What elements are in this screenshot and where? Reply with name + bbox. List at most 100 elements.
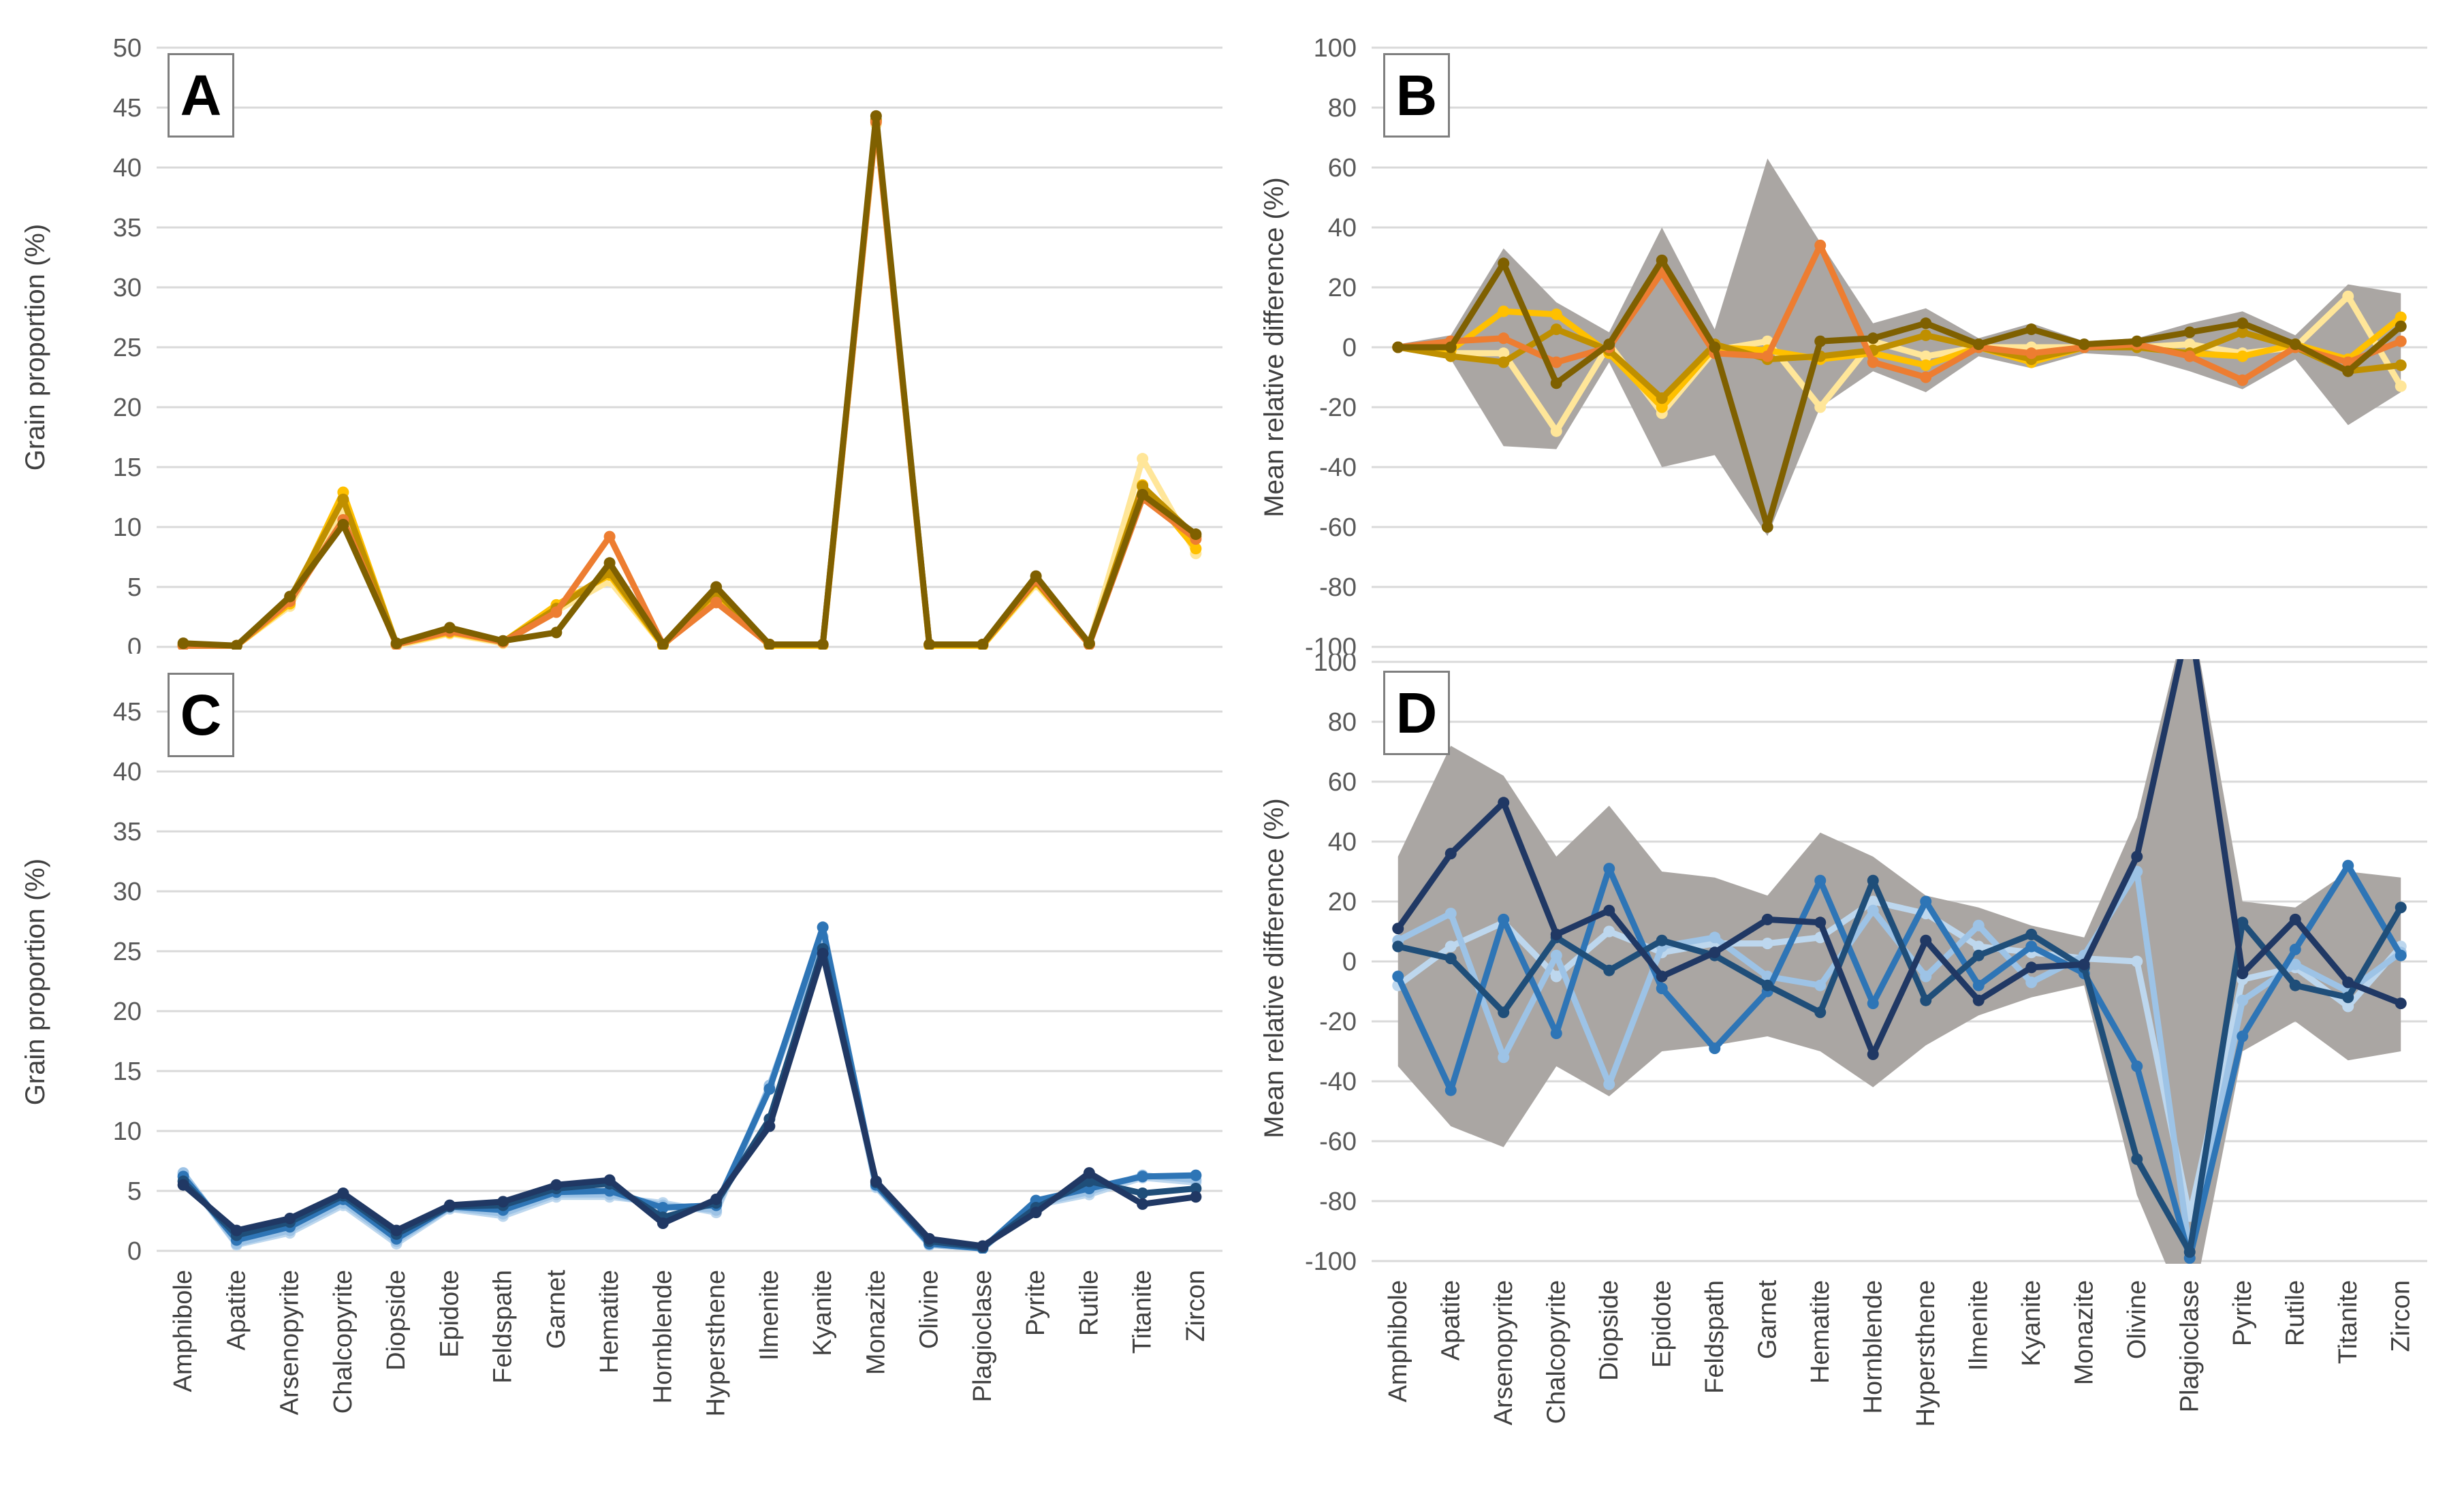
y-axis-title-c: Grain proportion (%) <box>20 858 50 1106</box>
data-point-navy <box>603 1174 616 1186</box>
y-axis-title-d: Mean relative difference (%) <box>1259 798 1289 1138</box>
data-point-navy <box>817 948 829 960</box>
data-point-dark-brown <box>870 110 882 122</box>
data-point-navy <box>1190 1191 1202 1203</box>
data-point-orange <box>1550 356 1562 368</box>
y-tick-label: -40 <box>1319 1068 1357 1096</box>
data-point-navy <box>1444 848 1457 860</box>
plot-area <box>177 921 1202 1254</box>
x-category-label: Zircon <box>2386 1280 2415 1352</box>
series-line-pale-yellow <box>1395 293 2404 434</box>
data-point-navy <box>2078 958 2090 970</box>
data-point-light-blue <box>1550 949 1562 961</box>
data-point-medium-blue <box>1920 895 1932 908</box>
x-category-label: Diopside <box>1595 1280 1624 1381</box>
x-category-label: Amphibole <box>1384 1280 1412 1403</box>
data-point-dark-brown <box>2025 323 2038 336</box>
data-point-navy <box>1761 913 1773 925</box>
data-point-pale-blue <box>2342 1000 2354 1013</box>
data-point-mustard <box>1498 356 1510 368</box>
data-point-navy <box>337 1188 349 1200</box>
data-point-medium-blue <box>1814 874 1827 887</box>
panel-b-mean-relative-difference-chart: -100 -80 -60 -40 -20 0 20 40 60 80 100 <box>1305 34 2427 654</box>
data-point-orange <box>2025 347 2038 360</box>
data-point-dark-blue <box>1444 953 1457 965</box>
data-point-dark-brown <box>230 639 242 650</box>
data-point-dark-brown <box>2131 335 2143 347</box>
data-point-navy <box>1867 1048 1879 1060</box>
panel-label-c: C <box>168 673 234 757</box>
y-tick-label: 25 <box>113 938 142 966</box>
y-tick-label: 45 <box>113 94 142 123</box>
data-point-navy <box>2342 976 2354 989</box>
y-tick-label: 100 <box>1314 34 1357 63</box>
y-tick-label: 40 <box>113 154 142 182</box>
plot-area <box>1392 659 2407 1264</box>
data-point-navy <box>550 1179 563 1191</box>
x-category-label: Ilmenite <box>1964 1280 1993 1371</box>
y-tick-label: -40 <box>1319 453 1357 482</box>
data-point-navy <box>390 1224 402 1237</box>
data-point-medium-blue <box>1190 1169 1202 1181</box>
y-tick-label: 0 <box>1342 334 1357 362</box>
x-category-label: Apatite <box>222 1270 251 1350</box>
series-line-dark-blue <box>1395 877 2404 1256</box>
y-tick-label: -60 <box>1319 513 1357 542</box>
y-tick-label: 15 <box>113 453 142 482</box>
series-line-medium-blue <box>1395 862 2404 1262</box>
y-tick-label: 35 <box>113 818 142 846</box>
data-point-dark-brown <box>1190 528 1202 541</box>
data-point-navy <box>1137 1198 1149 1210</box>
data-point-navy <box>1709 946 1721 959</box>
data-point-gold <box>1920 359 1932 371</box>
data-point-gold <box>1498 305 1510 317</box>
panel-d-mean-relative-difference-chart: -100 -80 -60 -40 -20 0 20 40 60 80 100 Amphibole Apa… <box>1305 654 2427 1427</box>
y-tick-label: 20 <box>1328 888 1357 917</box>
data-point-navy <box>1030 1207 1042 1219</box>
x-category-label: Amphibole <box>169 1270 198 1392</box>
data-point-dark-brown <box>710 581 723 593</box>
series-line-mustard <box>180 116 1199 649</box>
uncertainty-band <box>1397 659 2401 1264</box>
data-point-pale-blue <box>1761 938 1773 950</box>
x-category-label: Kyanite <box>2017 1280 2046 1367</box>
data-point-navy <box>230 1224 242 1237</box>
data-point-dark-brown <box>1761 521 1773 533</box>
y-tick-label: 40 <box>113 758 142 786</box>
panel-label-a: A <box>168 53 234 138</box>
data-point-orange <box>550 606 563 618</box>
data-point-medium-blue <box>2237 1030 2249 1042</box>
data-point-dark-brown <box>657 638 669 650</box>
data-point-pale-yellow <box>2342 290 2354 302</box>
data-point-pale-blue <box>1867 895 1879 908</box>
data-point-pale-blue <box>2131 955 2143 968</box>
plot-area <box>177 110 1202 650</box>
data-point-orange <box>1867 356 1879 368</box>
panel-c-grain-proportion-chart: 0 5 10 15 20 25 30 35 40 45 Amphibole Apatite Arseno… <box>113 698 1222 1416</box>
data-point-light-blue <box>1867 904 1879 917</box>
data-point-navy <box>977 1240 989 1252</box>
data-point-gold <box>2237 350 2249 362</box>
series-line-orange <box>1395 242 2404 383</box>
series-line-orange <box>180 118 1199 649</box>
data-point-medium-blue <box>763 1083 776 1095</box>
x-category-label: Feldspath <box>1701 1280 1729 1394</box>
y-tick-label: 15 <box>113 1057 142 1086</box>
x-category-label: Hornblende <box>1859 1280 1887 1414</box>
data-point-pale-yellow <box>1550 425 1562 437</box>
data-point-medium-blue <box>2289 943 2301 955</box>
data-point-dark-brown <box>1920 317 1932 330</box>
data-point-navy <box>497 1196 509 1208</box>
data-point-dark-brown <box>1137 488 1149 500</box>
y-tick-label: 10 <box>113 1117 142 1146</box>
data-point-dark-brown <box>817 638 829 650</box>
y-tick-label: 20 <box>113 394 142 422</box>
x-category-label: Garnet <box>1753 1280 1782 1360</box>
y-tick-label: -60 <box>1319 1128 1357 1156</box>
data-point-dark-brown <box>1030 570 1042 582</box>
data-point-light-blue <box>2025 976 2038 989</box>
data-point-navy <box>443 1199 456 1211</box>
data-point-dark-blue <box>1761 979 1773 991</box>
x-category-label: Hypersthene <box>702 1270 731 1416</box>
data-point-dark-brown <box>2078 338 2090 351</box>
